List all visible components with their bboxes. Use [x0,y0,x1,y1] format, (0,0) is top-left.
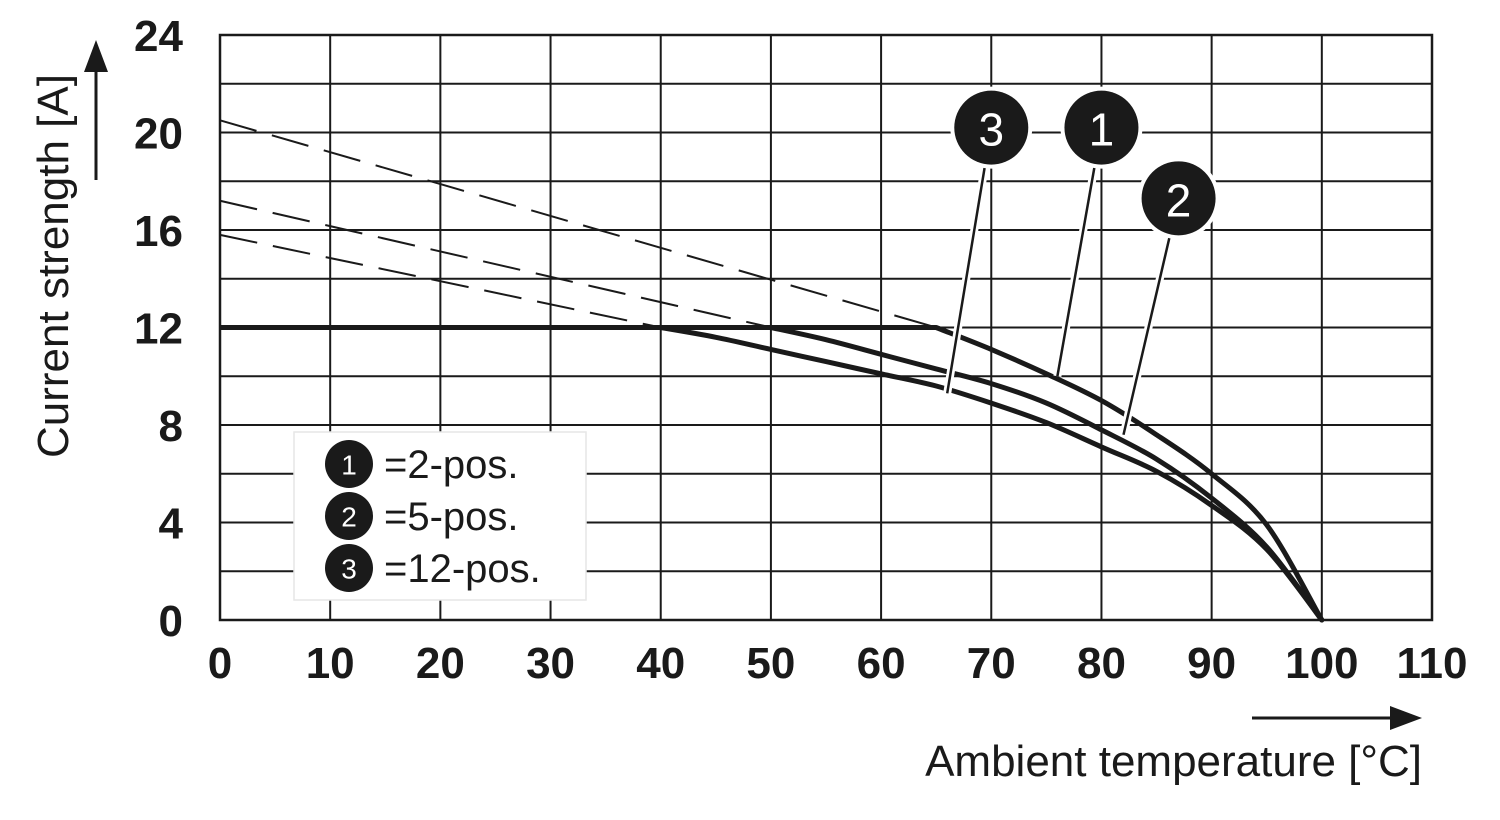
x-axis-title: Ambient temperature [°C] [925,737,1422,786]
x-axis-arrow-head [1390,706,1422,730]
x-tick-label: 80 [1077,639,1126,688]
x-tick-label: 30 [526,639,575,688]
legend-item-label: =2-pos. [384,443,519,487]
y-tick-label: 0 [159,597,183,646]
x-tick-label: 20 [416,639,465,688]
y-tick-label: 12 [134,305,183,354]
callout-badge-1 [1064,90,1139,165]
x-tick-label: 100 [1285,639,1358,688]
legend-item-label: =12-pos. [384,547,541,591]
x-tick-label: 40 [636,639,685,688]
callout-badge-label: 3 [978,104,1004,156]
y-axis-title-group: Current strength [A] [29,40,108,458]
series-1-dashed [219,119,937,329]
y-axis-title: Current strength [A] [29,74,78,458]
series-1-line [933,325,1325,623]
legend-item-label: =5-pos. [384,495,519,539]
legend-badge-3 [325,544,373,592]
x-axis-title-group: Ambient temperature [°C] [925,706,1422,786]
x-tick-label: 70 [967,639,1016,688]
legend-badge-1 [325,440,373,488]
y-tick-label: 4 [159,500,184,549]
y-axis-ticks: 0 4 8 12 16 20 24 [134,12,183,646]
x-axis-ticks: 0 10 20 30 40 50 60 70 80 90 100 110 [208,639,1468,688]
legend-badge-2 [325,492,373,540]
callout-badges: 3 12 [950,86,1220,240]
legend-badge-label: 1 [341,450,357,481]
y-tick-label: 20 [134,110,183,159]
callout-leader-1 [1056,127,1103,377]
series-3-line [658,325,1325,623]
callout-badge-3 [954,90,1029,165]
series-2-dashed [219,199,772,329]
y-axis-arrow-head [84,40,108,72]
series-lines [220,325,1325,623]
callout-leader-3 [945,127,993,394]
callout-badge-label: 1 [1089,104,1115,156]
y-tick-label: 8 [159,402,183,451]
series-3-dashed [219,233,661,329]
legend-badge-label: 2 [341,502,357,533]
x-tick-label: 0 [208,639,232,688]
x-tick-label: 10 [306,639,355,688]
callout-badge-label: 2 [1166,174,1192,226]
legend: 1 =2-pos. 2 =5-pos. 3 =12-pos. [293,431,587,601]
x-tick-label: 90 [1187,639,1236,688]
series-2-line [768,325,1325,623]
y-tick-label: 24 [134,12,183,61]
x-tick-label: 60 [857,639,906,688]
callout-badge-2 [1141,161,1216,236]
extrapolation-lines [219,119,937,329]
x-tick-label: 50 [746,639,795,688]
x-tick-label: 110 [1397,639,1468,688]
y-tick-label: 16 [134,207,183,256]
legend-badge-label: 3 [341,554,357,585]
callout-leaders [943,126,1183,436]
